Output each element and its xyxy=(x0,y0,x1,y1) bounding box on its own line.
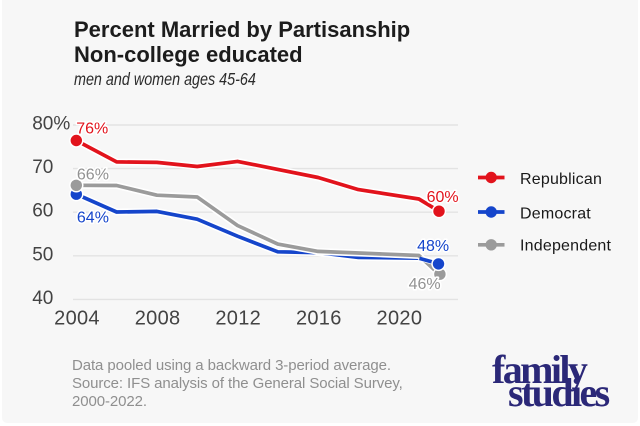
svg-text:Democrat: Democrat xyxy=(520,205,591,222)
svg-text:40: 40 xyxy=(32,288,53,309)
svg-text:studies: studies xyxy=(508,370,610,415)
svg-text:2012: 2012 xyxy=(215,307,261,329)
svg-text:family: family xyxy=(492,347,588,392)
svg-text:48%: 48% xyxy=(417,238,449,255)
svg-text:2016: 2016 xyxy=(296,307,342,329)
svg-text:2008: 2008 xyxy=(135,307,181,329)
svg-text:60: 60 xyxy=(32,201,53,222)
svg-text:50: 50 xyxy=(32,244,53,265)
svg-text:76%: 76% xyxy=(76,120,108,137)
svg-text:80%: 80% xyxy=(32,114,70,135)
svg-text:Republican: Republican xyxy=(520,171,602,188)
svg-text:64%: 64% xyxy=(77,210,109,227)
svg-text:66%: 66% xyxy=(77,166,109,183)
svg-text:2020: 2020 xyxy=(377,307,423,329)
svg-text:2004: 2004 xyxy=(54,307,100,329)
svg-text:46%: 46% xyxy=(409,276,441,293)
svg-text:70: 70 xyxy=(32,157,53,178)
svg-text:60%: 60% xyxy=(427,189,459,206)
svg-text:Independent: Independent xyxy=(520,238,612,255)
